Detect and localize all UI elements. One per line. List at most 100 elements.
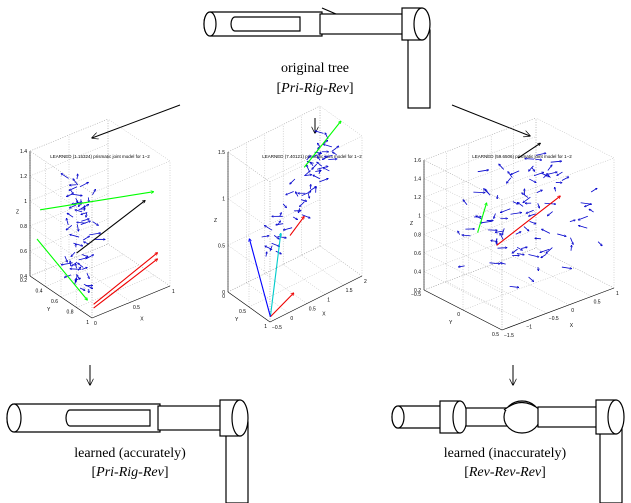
x-tick-label: 1.5: [346, 288, 353, 294]
y-tick-label: 1: [264, 324, 267, 330]
vector: [497, 194, 498, 199]
vector: [277, 235, 286, 238]
bracket: ]: [541, 465, 546, 480]
vector: [315, 170, 321, 171]
vector: [480, 220, 492, 223]
y-tick-label: −0.5: [411, 292, 421, 298]
y-tick-label: 0.5: [239, 309, 246, 315]
box-edge: [319, 245, 363, 277]
vector: [79, 287, 85, 290]
z-tick-label: 0.8: [414, 232, 421, 238]
vector: [66, 225, 73, 230]
grid-line: [491, 264, 570, 305]
vector: [523, 196, 531, 203]
vector: [295, 192, 299, 197]
bottom-left-model: [Pri-Rig-Rev]: [92, 465, 169, 480]
vector: [306, 165, 310, 171]
vector: [531, 167, 535, 171]
vector: [331, 146, 339, 152]
vector: [561, 177, 569, 181]
vector: [557, 171, 563, 176]
grid-line: [423, 252, 503, 294]
vector: [317, 156, 321, 161]
vector: [66, 218, 69, 225]
box-edge: [29, 118, 109, 152]
vector: [270, 245, 273, 251]
vector: [526, 209, 534, 213]
vector: [521, 247, 527, 249]
vector: [298, 208, 299, 213]
vector: [304, 171, 311, 176]
vector: [557, 233, 566, 236]
vector: [69, 204, 77, 208]
z-tick-label: 1.2: [20, 174, 27, 180]
vector: [301, 214, 310, 218]
vector: [458, 231, 461, 235]
x-tick-label: 1: [172, 289, 175, 295]
y-tick-label: 0.6: [51, 299, 58, 305]
z-tick-label: 1: [418, 214, 421, 220]
x-tick-label: −1: [526, 325, 532, 331]
vector: [93, 253, 158, 305]
box-edge: [227, 245, 321, 293]
box-edge: [269, 275, 363, 323]
grid-line: [468, 273, 547, 314]
vector: [508, 172, 513, 178]
box-edge: [423, 289, 503, 331]
z-axis-label: Z: [16, 210, 19, 216]
vector: [304, 175, 312, 176]
box-edge: [227, 291, 271, 323]
y-axis-label: Y: [449, 320, 453, 326]
vector: [500, 233, 504, 240]
vector: [312, 163, 318, 169]
x-tick-label: 0.5: [594, 299, 601, 305]
vector: [499, 164, 505, 170]
x-axis-label: X: [322, 312, 326, 318]
vector: [76, 200, 146, 254]
vector: [269, 233, 280, 317]
x-tick-label: 1: [616, 291, 619, 297]
vector: [270, 293, 293, 318]
z-tick-label: 1.5: [218, 150, 225, 156]
vector: [550, 161, 562, 163]
bracket: [: [464, 465, 469, 480]
vector: [319, 178, 328, 183]
vector: [286, 191, 294, 195]
vector: [535, 238, 541, 239]
vector: [497, 248, 508, 249]
vector: [73, 179, 79, 186]
grid-line: [423, 234, 503, 275]
bracket: ]: [164, 465, 169, 480]
grid-line: [29, 193, 109, 227]
vector: [74, 278, 76, 285]
vector: [306, 155, 311, 161]
vector: [81, 212, 88, 215]
vector: [511, 170, 520, 175]
vector: [93, 259, 158, 309]
z-axis-label: Z: [410, 221, 413, 227]
vector: [276, 223, 284, 225]
grid-line: [462, 267, 576, 311]
vector: [319, 151, 322, 155]
vector: [533, 172, 544, 177]
vector: [569, 220, 575, 222]
vector: [512, 248, 518, 253]
vector: [61, 262, 73, 265]
vector: [528, 165, 534, 171]
grid-line: [423, 229, 537, 272]
grid-line: [283, 264, 326, 295]
vector: [292, 216, 297, 220]
top-label: original tree: [281, 61, 349, 76]
vector: [70, 235, 80, 238]
x-tick-label: 0: [290, 316, 293, 322]
bottom-right-label: learned (inaccurately): [444, 446, 567, 461]
vector: [332, 152, 337, 156]
vector: [489, 263, 501, 264]
vector: [561, 266, 572, 269]
vector: [282, 203, 286, 208]
vector: [71, 261, 78, 266]
vector: [75, 210, 83, 213]
y-axis-label: Y: [235, 317, 239, 323]
vector: [266, 252, 267, 257]
